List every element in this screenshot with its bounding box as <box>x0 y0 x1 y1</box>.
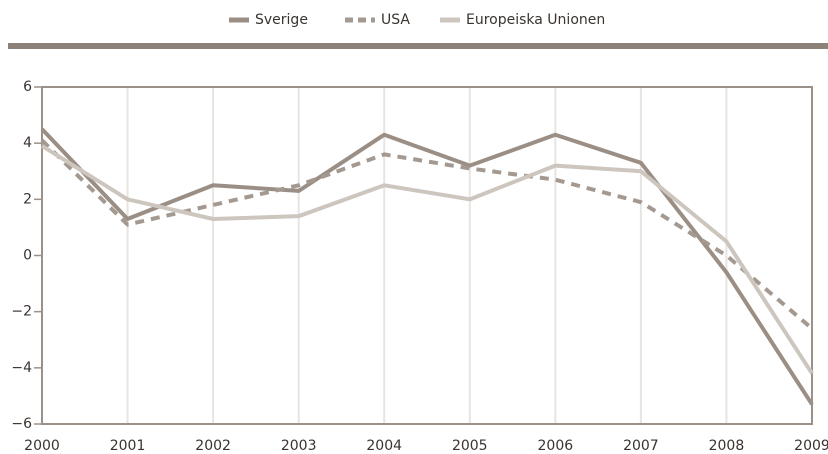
x-tick-label: 2008 <box>709 438 745 454</box>
x-tick-label: 2004 <box>366 438 402 454</box>
x-tick-label: 2003 <box>281 438 317 454</box>
y-tick-label: 4 <box>23 135 32 151</box>
x-tick-label: 2006 <box>538 438 574 454</box>
y-tick-label: 2 <box>23 191 32 207</box>
y-tick-label: 6 <box>23 79 32 95</box>
y-tick-label: −4 <box>11 360 32 376</box>
x-tick-label: 2000 <box>24 438 60 454</box>
legend-label: USA <box>381 12 410 28</box>
x-tick-label: 2001 <box>110 438 146 454</box>
x-tick-label: 2009 <box>794 438 828 454</box>
line <box>40 127 814 406</box>
legend-label: Sverige <box>255 12 308 28</box>
y-tick-label: −6 <box>11 416 32 432</box>
header-bar <box>8 43 828 49</box>
y-tick-label: 0 <box>23 248 32 264</box>
line <box>40 138 814 331</box>
x-tick-label: 2002 <box>195 438 231 454</box>
line <box>40 144 814 375</box>
legend-label: Europeiska Unionen <box>466 12 605 28</box>
x-tick-label: 2005 <box>452 438 488 454</box>
y-tick-label: −2 <box>11 304 32 320</box>
plot-border <box>41 86 813 425</box>
x-tick-label: 2007 <box>623 438 659 454</box>
